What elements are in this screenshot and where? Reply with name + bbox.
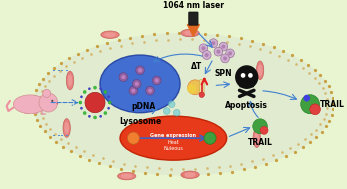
Circle shape	[104, 112, 107, 115]
Circle shape	[99, 87, 102, 90]
Circle shape	[57, 103, 58, 104]
Circle shape	[94, 86, 96, 89]
Circle shape	[219, 42, 228, 51]
Ellipse shape	[13, 95, 47, 114]
Ellipse shape	[66, 71, 74, 90]
Circle shape	[132, 79, 141, 88]
Text: Nuleous: Nuleous	[163, 146, 183, 151]
Circle shape	[260, 126, 268, 134]
Ellipse shape	[181, 29, 199, 37]
Circle shape	[43, 89, 51, 98]
Ellipse shape	[33, 33, 333, 175]
Bar	[201, 83, 203, 92]
Circle shape	[199, 92, 204, 98]
Circle shape	[146, 86, 154, 95]
Circle shape	[209, 39, 218, 48]
Circle shape	[163, 108, 170, 114]
Circle shape	[148, 89, 152, 93]
Circle shape	[221, 54, 229, 63]
Polygon shape	[187, 25, 200, 36]
Circle shape	[88, 115, 91, 118]
Circle shape	[253, 119, 268, 134]
Circle shape	[205, 53, 209, 57]
Text: ΔT: ΔT	[191, 62, 202, 71]
Circle shape	[223, 56, 227, 60]
Ellipse shape	[68, 74, 73, 86]
Circle shape	[202, 51, 211, 60]
Circle shape	[303, 95, 310, 101]
Circle shape	[129, 86, 138, 95]
Circle shape	[136, 66, 144, 75]
Text: 1064 nm laser: 1064 nm laser	[163, 1, 224, 10]
Circle shape	[99, 115, 102, 118]
Ellipse shape	[256, 61, 264, 80]
Circle shape	[201, 46, 205, 50]
Circle shape	[127, 132, 139, 144]
Circle shape	[188, 80, 202, 95]
Circle shape	[80, 95, 83, 98]
Circle shape	[221, 45, 226, 49]
Circle shape	[80, 107, 83, 110]
Ellipse shape	[253, 129, 260, 147]
Circle shape	[94, 116, 96, 119]
Text: TRAIL: TRAIL	[248, 138, 272, 147]
Circle shape	[199, 44, 208, 53]
Circle shape	[228, 51, 232, 55]
Circle shape	[108, 101, 111, 104]
Ellipse shape	[254, 132, 259, 144]
Circle shape	[107, 95, 110, 98]
Circle shape	[301, 95, 320, 114]
Text: Gene expression: Gene expression	[150, 133, 196, 138]
Circle shape	[85, 92, 105, 113]
Text: Apoptosis: Apoptosis	[225, 101, 268, 110]
Ellipse shape	[100, 55, 180, 113]
Circle shape	[79, 101, 82, 104]
Circle shape	[217, 50, 220, 54]
Circle shape	[248, 73, 253, 78]
Circle shape	[132, 89, 135, 93]
Circle shape	[83, 112, 86, 115]
Text: TRAIL: TRAIL	[320, 100, 344, 109]
Ellipse shape	[63, 119, 70, 137]
Circle shape	[88, 87, 91, 90]
Circle shape	[138, 68, 142, 72]
Circle shape	[204, 132, 216, 144]
Circle shape	[174, 109, 180, 116]
Text: SPN: SPN	[214, 69, 232, 78]
Ellipse shape	[101, 31, 119, 38]
Circle shape	[104, 91, 107, 94]
Circle shape	[187, 84, 196, 94]
Ellipse shape	[121, 174, 133, 178]
Circle shape	[211, 41, 215, 45]
Circle shape	[155, 78, 159, 83]
FancyBboxPatch shape	[239, 80, 254, 87]
Ellipse shape	[184, 172, 196, 177]
Circle shape	[119, 73, 128, 81]
Ellipse shape	[104, 32, 116, 37]
Ellipse shape	[118, 172, 136, 180]
Text: Heat: Heat	[168, 140, 179, 145]
Circle shape	[121, 75, 125, 79]
Circle shape	[152, 76, 161, 85]
Ellipse shape	[181, 171, 199, 178]
FancyBboxPatch shape	[200, 80, 204, 95]
Circle shape	[241, 73, 245, 78]
Ellipse shape	[184, 31, 196, 35]
Ellipse shape	[120, 116, 227, 160]
Circle shape	[310, 104, 320, 115]
Circle shape	[135, 82, 139, 86]
Text: Lysosome: Lysosome	[119, 117, 161, 126]
Ellipse shape	[64, 122, 69, 134]
FancyBboxPatch shape	[189, 12, 198, 25]
Circle shape	[226, 49, 234, 58]
Circle shape	[168, 101, 175, 108]
Circle shape	[214, 47, 223, 56]
Circle shape	[83, 91, 86, 94]
Ellipse shape	[258, 64, 262, 76]
Circle shape	[107, 107, 110, 110]
Circle shape	[39, 93, 58, 112]
Circle shape	[51, 100, 53, 102]
Text: pDNA: pDNA	[131, 102, 155, 112]
Circle shape	[235, 65, 259, 89]
